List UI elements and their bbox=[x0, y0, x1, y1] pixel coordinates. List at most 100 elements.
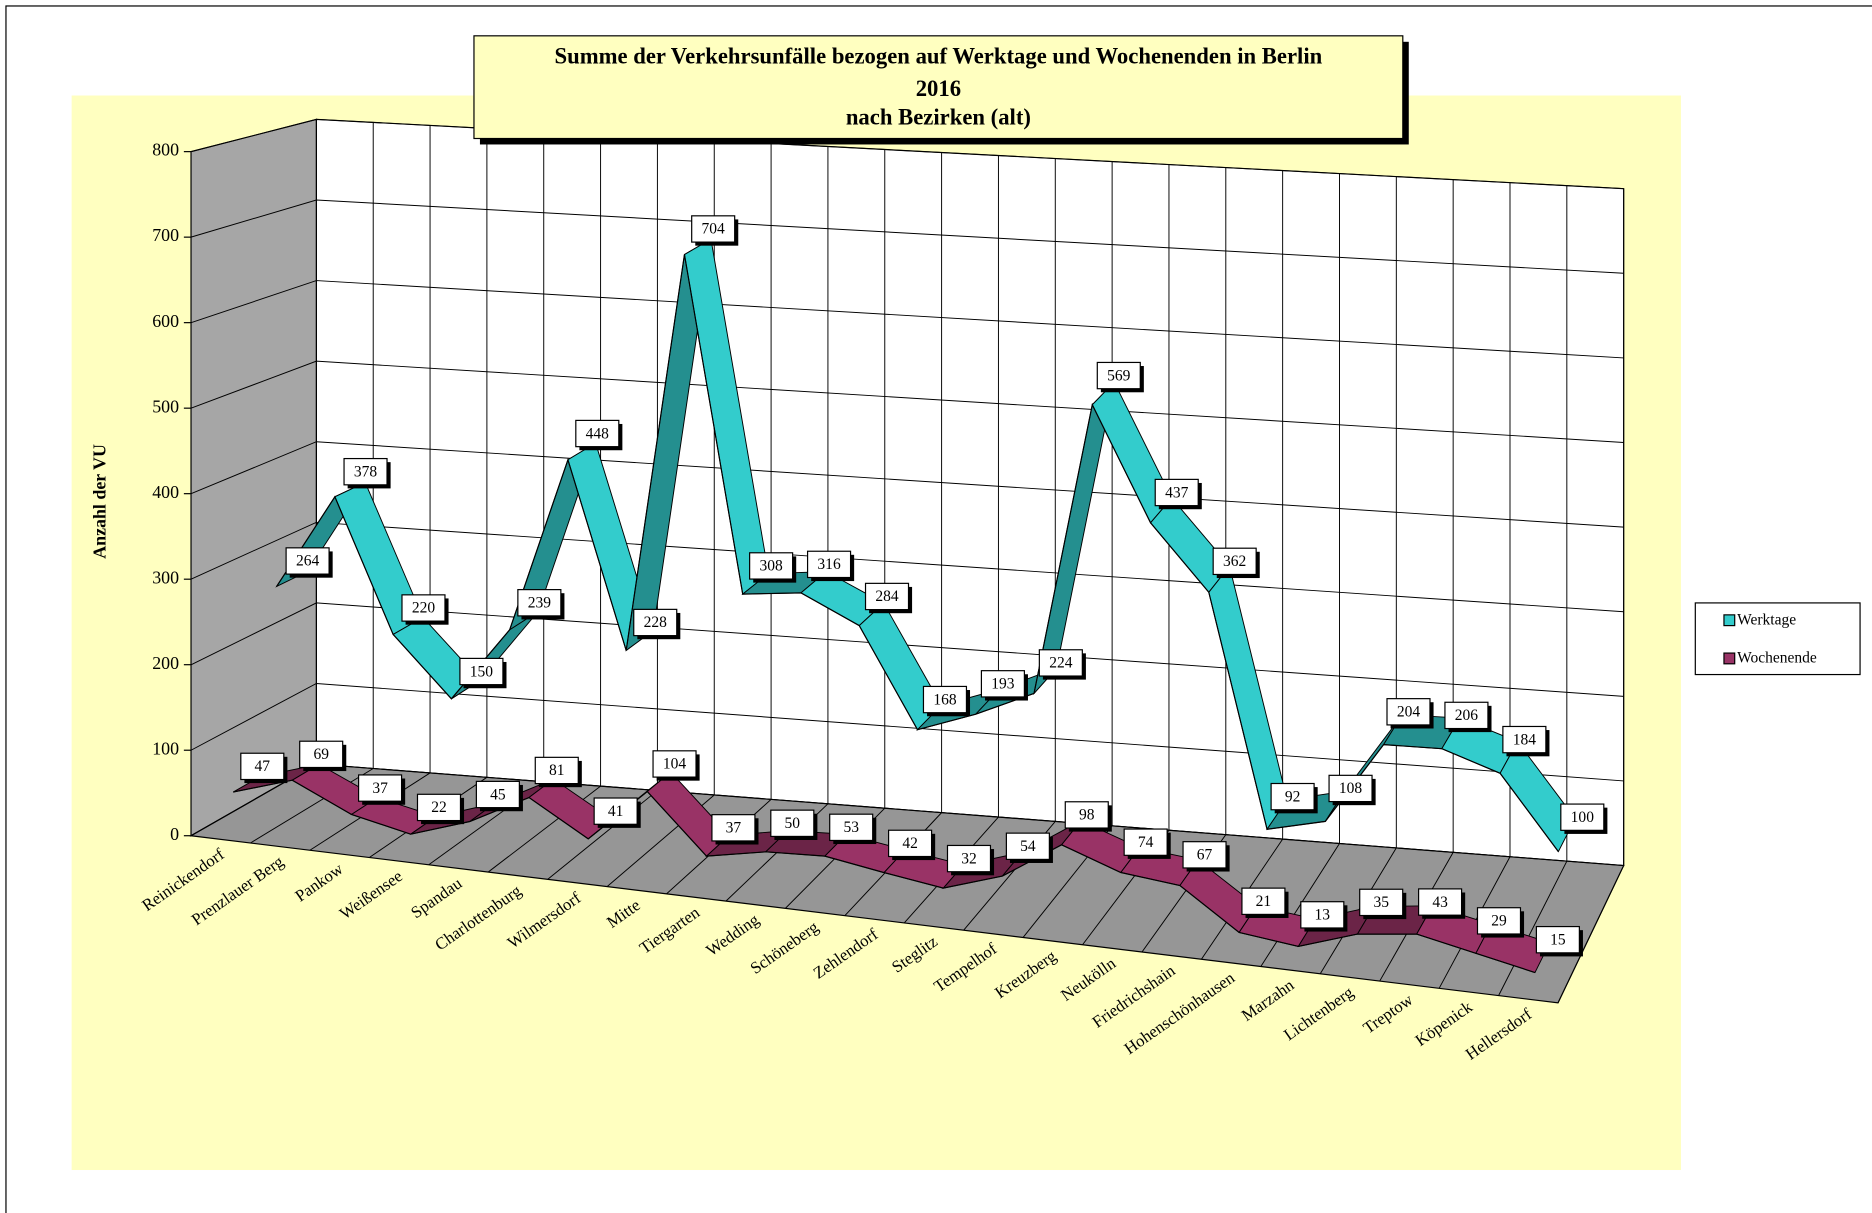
label-box bbox=[475, 780, 520, 809]
grid-line bbox=[190, 602, 1624, 697]
data-label: 284 bbox=[875, 588, 899, 605]
label-box bbox=[1560, 803, 1605, 831]
data-label: 168 bbox=[933, 691, 957, 708]
floor-grid-line bbox=[1498, 860, 1568, 996]
data-label: 150 bbox=[470, 663, 494, 680]
data-label: 13 bbox=[1315, 907, 1331, 924]
grid-line bbox=[190, 199, 1624, 274]
legend-label: Wochenende bbox=[1737, 650, 1817, 667]
y-tick-label: 500 bbox=[152, 396, 179, 416]
label-box bbox=[711, 814, 756, 842]
label-box bbox=[1359, 888, 1404, 917]
y-tick-label: 600 bbox=[152, 311, 179, 331]
label-box bbox=[1270, 782, 1315, 811]
floor-grid-line bbox=[1260, 843, 1340, 967]
label-box bbox=[633, 608, 678, 637]
data-label: 569 bbox=[1107, 367, 1131, 384]
grid-line bbox=[190, 521, 1624, 613]
label-box bbox=[1154, 478, 1199, 507]
label-box bbox=[652, 750, 697, 778]
label-box bbox=[1535, 925, 1580, 954]
chart-title: Summe der Verkehrsunfälle bezogen auf We… bbox=[555, 44, 1323, 69]
legend-label: Werktage bbox=[1737, 611, 1796, 628]
grid-line bbox=[190, 280, 1624, 359]
label-box bbox=[1182, 841, 1227, 869]
data-label: 81 bbox=[549, 762, 565, 779]
label-box bbox=[1502, 725, 1547, 754]
label-box bbox=[922, 685, 968, 714]
data-label: 74 bbox=[1138, 834, 1154, 851]
label-box bbox=[1300, 901, 1345, 929]
data-label: 50 bbox=[785, 815, 801, 832]
chart-title: 2016 bbox=[916, 76, 961, 101]
data-label: 228 bbox=[644, 614, 668, 631]
data-label: 21 bbox=[1256, 893, 1272, 910]
y-tick-label: 800 bbox=[152, 140, 179, 160]
data-label: 100 bbox=[1571, 809, 1595, 826]
data-label: 206 bbox=[1455, 707, 1479, 724]
legend bbox=[1694, 602, 1861, 676]
data-label: 378 bbox=[354, 463, 378, 480]
y-tick-label: 0 bbox=[170, 824, 179, 844]
label-box bbox=[575, 419, 620, 448]
data-label: 220 bbox=[412, 600, 436, 617]
label-box bbox=[299, 740, 344, 769]
data-label: 239 bbox=[528, 595, 552, 612]
label-box bbox=[749, 552, 794, 580]
label-box bbox=[1241, 887, 1286, 915]
data-label: 224 bbox=[1049, 655, 1073, 672]
label-box bbox=[1386, 698, 1431, 726]
label-box bbox=[534, 756, 579, 785]
y-tick-label: 700 bbox=[152, 225, 179, 245]
y-tick-label: 300 bbox=[152, 567, 179, 587]
grid-line bbox=[190, 360, 1624, 443]
data-label: 437 bbox=[1165, 484, 1189, 501]
y-tick-label: 200 bbox=[152, 653, 179, 673]
data-label: 53 bbox=[843, 819, 859, 836]
label-box bbox=[1444, 701, 1489, 730]
scene: 0100200300400500600700800ReinickendorfPr… bbox=[138, 118, 1625, 1064]
legend-items: Werktage Wochenende bbox=[1723, 611, 1817, 667]
label-box bbox=[691, 215, 736, 243]
label-box bbox=[1328, 774, 1373, 803]
label-box bbox=[946, 844, 992, 873]
label-box bbox=[593, 797, 638, 825]
legend-marker bbox=[1723, 614, 1736, 627]
label-box bbox=[1005, 832, 1050, 860]
label-box bbox=[1418, 888, 1463, 916]
legend-marker bbox=[1723, 652, 1736, 665]
label-box bbox=[1476, 907, 1522, 935]
data-label: 29 bbox=[1491, 913, 1507, 930]
side-wall bbox=[190, 118, 317, 837]
data-label: 45 bbox=[490, 786, 506, 803]
data-label: 104 bbox=[663, 756, 687, 773]
data-label: 69 bbox=[313, 746, 329, 763]
series-line bbox=[233, 779, 1536, 974]
data-label: 42 bbox=[902, 835, 918, 852]
label-box bbox=[416, 793, 462, 822]
data-label: 264 bbox=[296, 553, 320, 570]
label-box bbox=[829, 813, 874, 842]
data-label: 98 bbox=[1079, 807, 1095, 824]
data-label: 47 bbox=[255, 758, 271, 775]
data-label: 37 bbox=[726, 820, 742, 837]
data-label: 204 bbox=[1397, 704, 1421, 721]
y-tick-label: 400 bbox=[152, 482, 179, 502]
label-box bbox=[1123, 828, 1168, 856]
label-box bbox=[343, 457, 388, 486]
data-label: 108 bbox=[1339, 780, 1363, 797]
grid-line bbox=[190, 118, 1624, 190]
label-box bbox=[806, 550, 852, 579]
data-label: 43 bbox=[1432, 894, 1448, 911]
data-label: 67 bbox=[1197, 847, 1213, 864]
data-label: 308 bbox=[759, 558, 783, 575]
data-label: 448 bbox=[586, 425, 610, 442]
data-label: 193 bbox=[991, 676, 1015, 693]
label-box bbox=[401, 594, 446, 622]
label-box bbox=[770, 809, 815, 838]
data-label: 184 bbox=[1513, 731, 1537, 748]
label-box bbox=[888, 829, 933, 858]
data-label: 54 bbox=[1020, 838, 1036, 855]
label-box bbox=[1212, 547, 1257, 576]
